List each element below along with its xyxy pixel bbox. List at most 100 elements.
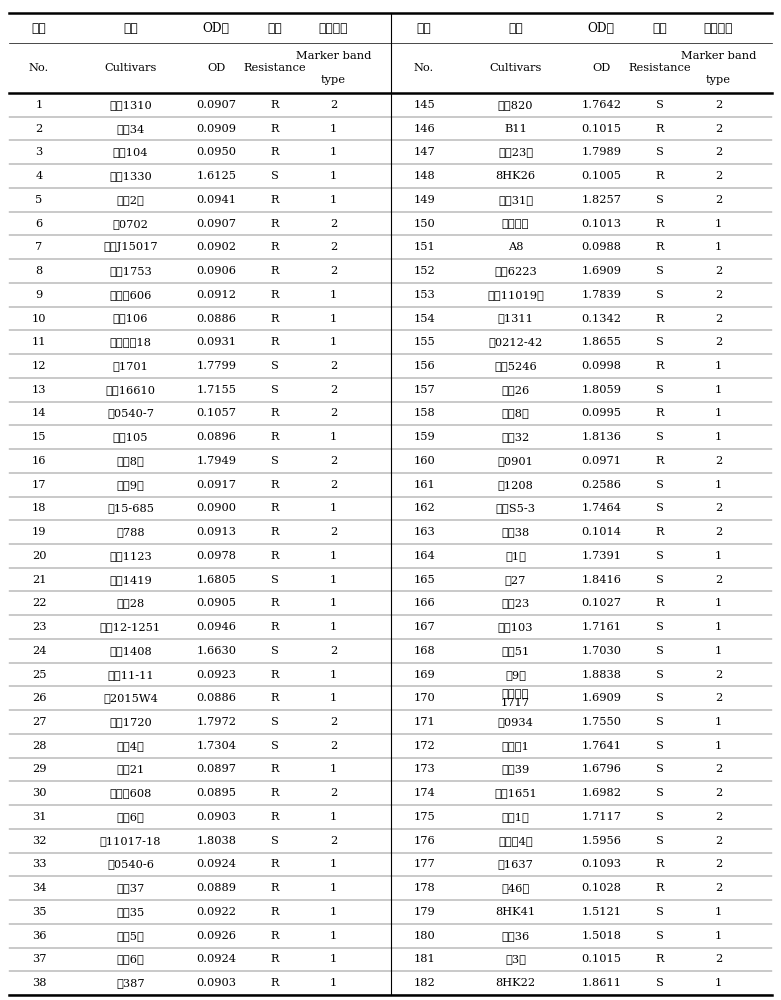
- Text: 0.0906: 0.0906: [196, 266, 237, 276]
- Text: 1.6909: 1.6909: [581, 693, 622, 703]
- Text: 汾夜105: 汾夜105: [112, 432, 148, 442]
- Text: R: R: [656, 527, 664, 537]
- Text: R: R: [656, 171, 664, 181]
- Text: 8HK22: 8HK22: [495, 978, 536, 988]
- Text: 茜黑1号: 茜黑1号: [501, 812, 530, 822]
- Text: 濮夜820: 濮夜820: [497, 100, 533, 110]
- Text: OD: OD: [592, 63, 611, 73]
- Text: S: S: [271, 717, 279, 727]
- Text: R: R: [271, 314, 279, 324]
- Text: R: R: [271, 764, 279, 774]
- Text: R: R: [656, 859, 664, 869]
- Text: 1.7839: 1.7839: [581, 290, 622, 300]
- Text: 1.6982: 1.6982: [581, 788, 622, 798]
- Text: 0.0896: 0.0896: [196, 432, 237, 442]
- Text: OD値: OD値: [588, 21, 615, 34]
- Text: S: S: [271, 575, 279, 585]
- Text: R: R: [271, 693, 279, 703]
- Text: R: R: [271, 147, 279, 157]
- Text: S: S: [656, 646, 664, 656]
- Text: 1.8416: 1.8416: [581, 575, 622, 585]
- Text: 石788: 石788: [116, 527, 144, 537]
- Text: S: S: [656, 266, 664, 276]
- Text: 28: 28: [32, 741, 46, 751]
- Text: 郑药黑1: 郑药黑1: [501, 741, 530, 751]
- Text: 0.0988: 0.0988: [581, 242, 622, 252]
- Text: R: R: [656, 408, 664, 418]
- Text: 6: 6: [35, 219, 43, 229]
- Text: S: S: [656, 622, 664, 632]
- Text: 2: 2: [715, 337, 722, 347]
- Text: 濮夜1651: 濮夜1651: [494, 788, 537, 798]
- Text: S: S: [656, 717, 664, 727]
- Text: 1: 1: [330, 859, 337, 869]
- Text: 146: 146: [413, 124, 435, 134]
- Text: 0.1015: 0.1015: [581, 124, 622, 134]
- Text: 2: 2: [715, 171, 722, 181]
- Text: R: R: [271, 931, 279, 941]
- Text: 24: 24: [32, 646, 46, 656]
- Text: 1: 1: [330, 147, 337, 157]
- Text: S: S: [271, 171, 279, 181]
- Text: 157: 157: [413, 385, 435, 395]
- Text: 164: 164: [413, 551, 435, 561]
- Text: S: S: [271, 741, 279, 751]
- Text: 1.5121: 1.5121: [581, 907, 622, 917]
- Text: 2: 2: [35, 124, 43, 134]
- Text: 165: 165: [413, 575, 435, 585]
- Text: 安夜4号: 安夜4号: [116, 741, 144, 751]
- Text: 0.0907: 0.0907: [196, 100, 237, 110]
- Text: 1.7989: 1.7989: [581, 147, 622, 157]
- Text: 2: 2: [715, 195, 722, 205]
- Text: 175: 175: [413, 812, 435, 822]
- Text: 儠0702: 儠0702: [112, 219, 148, 229]
- Text: 12: 12: [32, 361, 46, 371]
- Text: 2: 2: [330, 456, 337, 466]
- Text: 1.6805: 1.6805: [196, 575, 237, 585]
- Text: R: R: [271, 408, 279, 418]
- Text: 163: 163: [413, 527, 435, 537]
- Text: 168: 168: [413, 646, 435, 656]
- Text: 0.0922: 0.0922: [196, 907, 237, 917]
- Text: 15: 15: [32, 432, 46, 442]
- Text: S: S: [656, 195, 664, 205]
- Text: 1.7642: 1.7642: [581, 100, 622, 110]
- Text: R: R: [656, 124, 664, 134]
- Text: 0.0926: 0.0926: [196, 931, 237, 941]
- Text: 川夜1720: 川夜1720: [109, 717, 152, 727]
- Text: 2: 2: [330, 266, 337, 276]
- Text: S: S: [656, 670, 664, 680]
- Text: 0.0909: 0.0909: [196, 124, 237, 134]
- Text: 中品16610: 中品16610: [105, 385, 155, 395]
- Text: 5: 5: [35, 195, 43, 205]
- Text: S: S: [271, 836, 279, 846]
- Text: 0.0897: 0.0897: [196, 764, 237, 774]
- Text: 1: 1: [330, 575, 337, 585]
- Text: 1: 1: [715, 219, 722, 229]
- Text: 洛夜1419: 洛夜1419: [109, 575, 152, 585]
- Text: 169: 169: [413, 670, 435, 680]
- Text: 1: 1: [330, 812, 337, 822]
- Text: 1: 1: [715, 551, 722, 561]
- Text: 148: 148: [413, 171, 435, 181]
- Text: 郑双青夜: 郑双青夜: [501, 219, 530, 229]
- Text: R: R: [656, 361, 664, 371]
- Text: 152: 152: [413, 266, 435, 276]
- Text: 1: 1: [330, 670, 337, 680]
- Text: 0.0946: 0.0946: [196, 622, 237, 632]
- Text: 0.0903: 0.0903: [196, 978, 237, 988]
- Text: R: R: [271, 290, 279, 300]
- Text: S: S: [656, 290, 664, 300]
- Text: 8: 8: [35, 266, 43, 276]
- Text: 150: 150: [413, 219, 435, 229]
- Text: 2: 2: [715, 266, 722, 276]
- Text: 品种: 品种: [123, 21, 137, 34]
- Text: S: S: [656, 812, 664, 822]
- Text: 0.1342: 0.1342: [581, 314, 622, 324]
- Text: 1: 1: [330, 124, 337, 134]
- Text: 圣育5号: 圣育5号: [116, 931, 144, 941]
- Text: 1.5018: 1.5018: [581, 931, 622, 941]
- Text: 0.1027: 0.1027: [581, 598, 622, 608]
- Text: 科夜23号: 科夜23号: [498, 147, 533, 157]
- Text: 0.1093: 0.1093: [581, 859, 622, 869]
